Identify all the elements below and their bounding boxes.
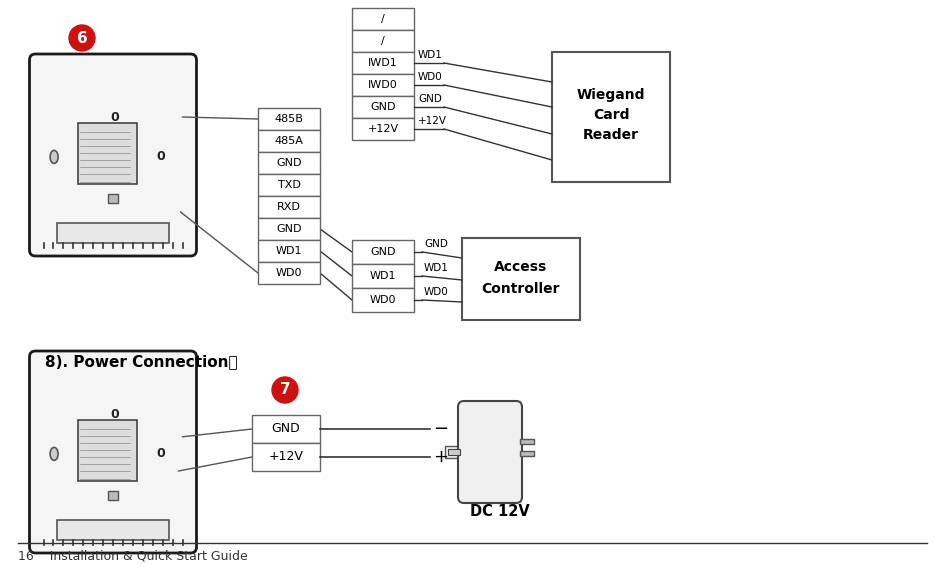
Text: RXD: RXD bbox=[277, 202, 300, 212]
Bar bbox=[258, 240, 320, 262]
Text: Access: Access bbox=[494, 260, 547, 274]
Text: 6: 6 bbox=[76, 31, 87, 46]
Text: WD1: WD1 bbox=[424, 263, 448, 273]
Bar bbox=[351, 8, 413, 30]
Bar bbox=[447, 449, 460, 455]
Text: 485B: 485B bbox=[275, 114, 303, 124]
Text: GND: GND bbox=[276, 224, 301, 234]
Bar bbox=[258, 152, 320, 174]
Text: 7: 7 bbox=[279, 382, 290, 397]
Text: IWD1: IWD1 bbox=[368, 58, 397, 68]
Bar bbox=[351, 52, 413, 74]
Text: +12V: +12V bbox=[268, 450, 303, 463]
Text: GND: GND bbox=[370, 247, 396, 257]
Text: +12V: +12V bbox=[367, 124, 398, 134]
Text: IWD0: IWD0 bbox=[368, 80, 397, 90]
Bar bbox=[252, 415, 320, 443]
Bar bbox=[519, 439, 533, 444]
Text: GND: GND bbox=[276, 158, 301, 168]
Text: Reader: Reader bbox=[582, 128, 638, 142]
Bar bbox=[462, 238, 580, 320]
Text: WD1: WD1 bbox=[369, 271, 396, 281]
Circle shape bbox=[69, 25, 95, 51]
Text: WD0: WD0 bbox=[369, 295, 396, 305]
Text: WD0: WD0 bbox=[417, 72, 443, 82]
Text: Controller: Controller bbox=[481, 282, 560, 296]
Text: TXD: TXD bbox=[278, 180, 300, 190]
Bar bbox=[351, 118, 413, 140]
Text: 0: 0 bbox=[157, 150, 165, 164]
Text: 0: 0 bbox=[157, 447, 165, 461]
Bar bbox=[351, 264, 413, 288]
Text: /: / bbox=[380, 36, 384, 46]
Bar bbox=[351, 30, 413, 52]
Bar bbox=[351, 240, 413, 264]
Text: WD1: WD1 bbox=[276, 246, 302, 256]
Bar bbox=[351, 74, 413, 96]
Bar bbox=[551, 52, 669, 182]
FancyBboxPatch shape bbox=[29, 54, 196, 256]
Bar bbox=[258, 130, 320, 152]
Text: /: / bbox=[380, 14, 384, 24]
Bar bbox=[445, 446, 460, 458]
FancyBboxPatch shape bbox=[29, 351, 196, 553]
Bar bbox=[519, 451, 533, 456]
Bar bbox=[77, 420, 137, 481]
Text: GND: GND bbox=[424, 239, 447, 249]
Text: 8). Power Connection：: 8). Power Connection： bbox=[45, 355, 237, 369]
Bar bbox=[58, 520, 169, 540]
Text: GND: GND bbox=[271, 422, 300, 435]
Bar bbox=[258, 262, 320, 284]
Text: DC 12V: DC 12V bbox=[469, 503, 530, 519]
Bar bbox=[258, 196, 320, 218]
Ellipse shape bbox=[50, 447, 58, 461]
Text: 0: 0 bbox=[110, 408, 119, 421]
Bar bbox=[258, 174, 320, 196]
Text: 485A: 485A bbox=[275, 136, 303, 146]
Text: WD0: WD0 bbox=[424, 287, 448, 297]
Bar bbox=[77, 123, 137, 184]
Text: +: + bbox=[432, 448, 447, 466]
Bar bbox=[108, 491, 118, 499]
Bar bbox=[58, 223, 169, 243]
Text: WD0: WD0 bbox=[276, 268, 302, 278]
Text: 0: 0 bbox=[110, 111, 119, 124]
Text: GND: GND bbox=[370, 102, 396, 112]
Circle shape bbox=[272, 377, 297, 403]
Ellipse shape bbox=[50, 150, 58, 164]
Bar bbox=[351, 96, 413, 118]
Text: −: − bbox=[432, 420, 447, 438]
Bar bbox=[108, 193, 118, 202]
Text: Card: Card bbox=[592, 108, 629, 122]
Bar bbox=[351, 288, 413, 312]
Bar bbox=[258, 218, 320, 240]
Text: Wiegand: Wiegand bbox=[576, 88, 645, 102]
FancyBboxPatch shape bbox=[458, 401, 521, 503]
Text: +12V: +12V bbox=[417, 116, 447, 126]
Text: GND: GND bbox=[417, 94, 442, 104]
Text: WD1: WD1 bbox=[417, 50, 443, 60]
Bar bbox=[252, 443, 320, 471]
Text: 16    Installation & Quick Start Guide: 16 Installation & Quick Start Guide bbox=[18, 549, 247, 563]
Bar bbox=[258, 108, 320, 130]
